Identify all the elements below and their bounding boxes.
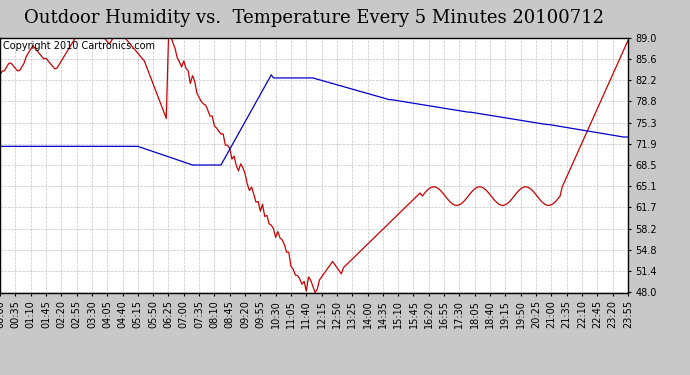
Text: Outdoor Humidity vs.  Temperature Every 5 Minutes 20100712: Outdoor Humidity vs. Temperature Every 5… — [24, 9, 604, 27]
Text: Copyright 2010 Cartronics.com: Copyright 2010 Cartronics.com — [3, 41, 155, 51]
